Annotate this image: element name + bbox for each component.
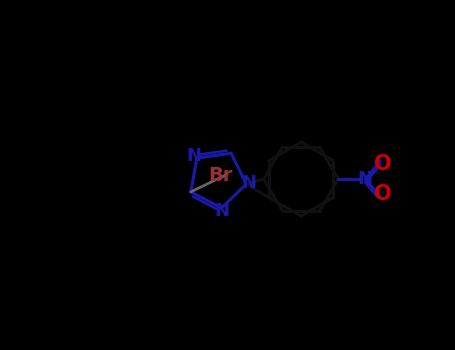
Text: N: N	[241, 174, 256, 193]
Text: O: O	[374, 184, 391, 204]
Text: N: N	[186, 147, 201, 166]
Text: N: N	[358, 170, 373, 188]
Text: Br: Br	[209, 166, 233, 186]
Text: O: O	[374, 154, 391, 174]
Text: N: N	[214, 202, 229, 220]
